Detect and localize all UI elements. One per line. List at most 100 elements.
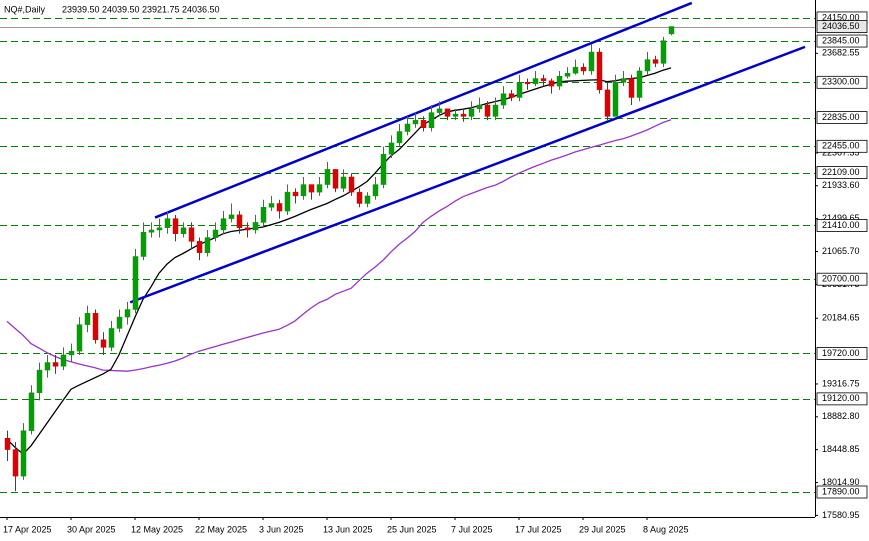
- candle-body: [84, 313, 91, 325]
- y-tick-label: 19316.75: [822, 378, 860, 388]
- candle-body: [220, 218, 227, 231]
- candle-body: [524, 82, 531, 85]
- x-tick-label: 13 Jun 2025: [323, 524, 373, 534]
- candle-body: [628, 78, 635, 98]
- candle-body: [404, 123, 411, 132]
- candle-body: [548, 80, 555, 87]
- level-label: 22455.00: [822, 141, 860, 151]
- candle-body: [396, 131, 403, 144]
- level-label-box: [816, 219, 868, 232]
- candle-body: [620, 78, 627, 83]
- level-label: 23300.00: [822, 77, 860, 87]
- candle-body: [244, 227, 251, 231]
- x-tick-label: 17 Apr 2025: [3, 524, 52, 534]
- candle-body: [340, 176, 347, 189]
- candle-body: [460, 113, 467, 117]
- candle-body: [452, 113, 459, 117]
- level-label-box: [816, 485, 868, 499]
- candle-body: [636, 70, 643, 98]
- level-label-box: [816, 347, 868, 360]
- candle-body: [68, 350, 75, 356]
- candle-body: [476, 104, 483, 110]
- candle-body: [252, 222, 259, 231]
- level-label-box: [816, 75, 868, 89]
- candle-body: [532, 78, 539, 85]
- candle-body: [564, 72, 571, 77]
- trend-line: [154, 1, 693, 219]
- candle-body: [604, 89, 611, 117]
- ohlc-high: 24039.50: [102, 4, 140, 14]
- current-price-label: 24036.50: [822, 21, 860, 31]
- x-tick-label: 25 Jun 2025: [387, 524, 437, 534]
- candle-body: [332, 169, 339, 189]
- x-tick-label: 7 Jul 2025: [451, 524, 493, 534]
- candle-body: [420, 119, 427, 129]
- candle-body: [236, 214, 243, 228]
- candle-body: [644, 59, 651, 72]
- candle-body: [108, 328, 115, 348]
- x-tick-label: 8 Aug 2025: [643, 524, 689, 534]
- candle-body: [76, 324, 83, 352]
- candle-body: [572, 66, 579, 74]
- level-label: 22835.00: [822, 112, 860, 122]
- candle-body: [500, 93, 507, 106]
- level-label: 17890.00: [822, 486, 860, 496]
- candle-body: [668, 26, 675, 35]
- candle-body: [436, 108, 443, 113]
- candle-body: [132, 256, 139, 310]
- candle-body: [324, 169, 331, 185]
- candle-body: [140, 232, 147, 257]
- moving-average: [6, 119, 672, 372]
- level-label: 20700.00: [822, 274, 860, 284]
- candle-body: [348, 176, 355, 193]
- ohlc-close: 24036.50: [182, 4, 220, 14]
- candle-body: [492, 104, 499, 117]
- level-label-box: [816, 272, 868, 286]
- x-tick-label: 29 Jul 2025: [579, 524, 626, 534]
- candle-body: [204, 237, 211, 253]
- candle-body: [612, 82, 619, 117]
- level-label-box: [816, 392, 868, 406]
- x-tick-label: 17 Jul 2025: [515, 524, 562, 534]
- candle-body: [148, 229, 155, 233]
- candle-body: [412, 119, 419, 125]
- y-tick-label: 21933.60: [822, 180, 860, 190]
- candle-body: [284, 191, 291, 212]
- candle-body: [444, 108, 451, 117]
- candle-body: [180, 227, 187, 235]
- y-tick-label: 21499.65: [822, 213, 860, 223]
- candle-body: [428, 112, 435, 129]
- y-tick-label: 20184.65: [822, 313, 860, 323]
- candle-body: [116, 316, 123, 329]
- candle-body: [508, 93, 515, 98]
- candle-body: [652, 59, 659, 64]
- candle-body: [468, 108, 475, 117]
- candle-body: [380, 154, 387, 185]
- candle-body: [20, 430, 27, 477]
- x-tick-label: 30 Apr 2025: [67, 524, 116, 534]
- y-tick-label: 21065.70: [822, 246, 860, 256]
- candle-body: [52, 362, 59, 367]
- level-label: 23845.00: [822, 35, 860, 45]
- candle-body: [268, 203, 275, 208]
- candle-body: [100, 339, 107, 348]
- candle-body: [308, 184, 315, 193]
- candle-body: [260, 207, 267, 223]
- level-label-box: [816, 111, 868, 124]
- candle-body: [356, 191, 363, 204]
- candle-body: [156, 227, 163, 231]
- level-label: 24150.00: [822, 12, 860, 22]
- candle-body: [540, 78, 547, 82]
- candle-body: [596, 51, 603, 91]
- y-tick-label: 18014.90: [822, 477, 860, 487]
- level-label-box: [816, 139, 868, 153]
- candle-body: [228, 214, 235, 219]
- ohlc-low: 23921.75: [142, 4, 180, 14]
- level-label-box: [816, 34, 868, 48]
- candle-body: [212, 229, 219, 238]
- candle-body: [316, 184, 323, 193]
- candle-body: [276, 203, 283, 212]
- candle-body: [484, 104, 491, 117]
- x-tick-label: 12 May 2025: [131, 524, 183, 534]
